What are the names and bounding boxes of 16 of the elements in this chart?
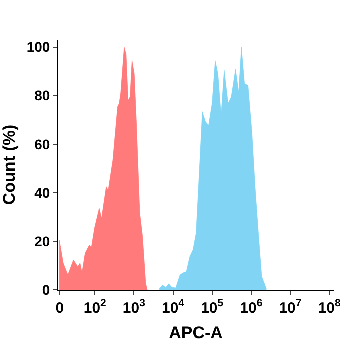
x-tick-label: 10$^{2}$ — [84, 298, 107, 317]
x-tick-label: 10$^{8}$ — [318, 298, 341, 317]
x-tick-label: 10$^{6}$ — [240, 298, 263, 317]
y-tick-label: 80 — [34, 88, 50, 104]
y-axis-title: Count (%) — [0, 124, 19, 206]
x-tick-label: 0 — [56, 300, 64, 317]
x-tick-label: 10$^{7}$ — [279, 298, 302, 317]
y-tick-label: 60 — [34, 136, 50, 152]
x-axis-title: APC-A — [169, 323, 223, 342]
x-tick-label: 10$^{4}$ — [162, 298, 185, 317]
y-tick-label: 40 — [34, 184, 50, 201]
y-tick-label: 0 — [42, 282, 50, 298]
y-tick-label: 20 — [34, 233, 50, 250]
x-tick-label: 10$^{3}$ — [122, 298, 146, 317]
y-tick-label: 100 — [26, 39, 50, 56]
x-tick-label: 10$^{5}$ — [201, 298, 224, 317]
